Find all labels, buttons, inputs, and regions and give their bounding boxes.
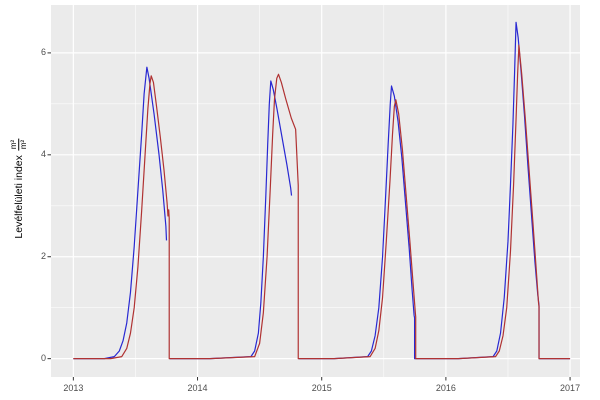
y-tick-label: 4 [40,149,46,160]
x-tick-label: 2013 [63,383,84,393]
x-tick-label: 2015 [311,383,332,393]
y-tick-label: 0 [40,353,46,364]
y-tick-label: 6 [40,47,46,58]
x-tick-label: 2017 [560,383,581,393]
plot-panel [51,5,580,377]
x-tick-label: 2016 [435,383,456,393]
x-tick-label: 2014 [187,383,208,393]
red-line [73,44,571,360]
y-tick-label: 2 [40,251,46,262]
